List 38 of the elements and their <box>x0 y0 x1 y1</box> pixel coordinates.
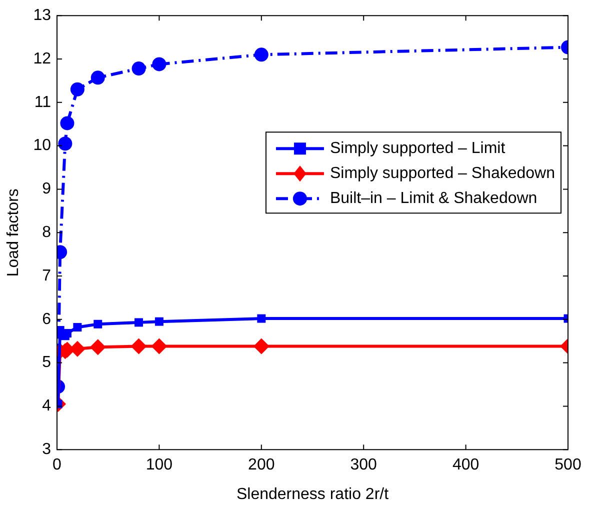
point <box>94 320 102 328</box>
legend-label: Simply supported – Limit <box>330 140 506 158</box>
y-tick-label: 10 <box>33 137 52 154</box>
y-axis-title: Load factors <box>5 188 22 277</box>
point <box>132 62 146 76</box>
point <box>134 318 143 327</box>
x-axis-title: Slenderness ratio 2r/t <box>236 486 390 503</box>
x-tick-label: 0 <box>52 456 62 474</box>
legend-label: Built–in – Limit & Shakedown <box>330 190 538 208</box>
point <box>253 338 270 354</box>
x-tick-label: 200 <box>248 456 275 474</box>
y-tick-label: 12 <box>33 50 52 68</box>
point <box>154 317 164 326</box>
y-tick-label: 7 <box>42 267 52 284</box>
point <box>60 116 74 130</box>
legend-label: Simply supported – Shakedown <box>330 165 556 182</box>
x-tick-label: 300 <box>350 456 378 474</box>
point <box>90 70 105 85</box>
point <box>254 48 268 62</box>
x-tick-label: 500 <box>554 456 582 474</box>
x-tick-label: 400 <box>452 456 480 474</box>
y-tick-label: 9 <box>42 180 52 198</box>
point <box>130 338 147 354</box>
y-tick-label: 3 <box>42 441 52 458</box>
y-tick-label: 5 <box>42 354 52 372</box>
point <box>90 339 106 356</box>
y-tick-label: 8 <box>42 224 52 242</box>
point <box>151 338 168 354</box>
y-tick-label: 6 <box>42 310 52 328</box>
x-tick-label: 100 <box>146 456 173 474</box>
point <box>152 57 166 72</box>
point <box>73 322 82 332</box>
point <box>257 314 266 323</box>
y-tick-label: 13 <box>33 7 52 24</box>
y-tick-label: 11 <box>34 94 52 111</box>
point <box>58 136 72 151</box>
point <box>70 82 84 96</box>
y-tick-label: 4 <box>42 398 52 415</box>
